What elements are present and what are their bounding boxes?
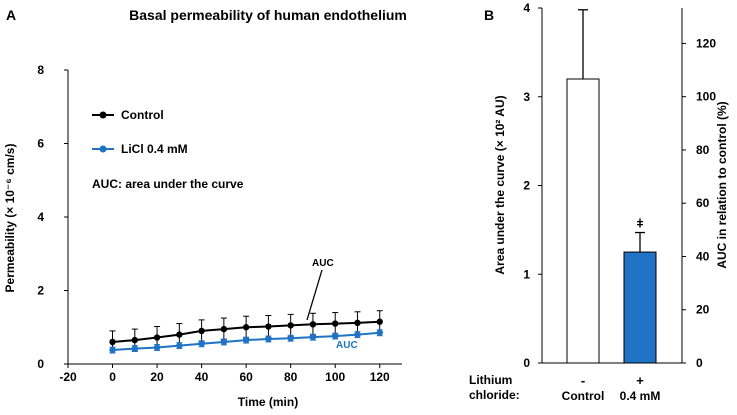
left-y-tick-label: 4 [523, 1, 530, 15]
right-y-tick-label: 80 [696, 143, 710, 157]
x-tick-label: 80 [284, 370, 298, 384]
licl-data-point [153, 344, 161, 351]
control-data-point [176, 331, 183, 338]
bar-licl [623, 251, 657, 364]
licl-data-point [265, 335, 272, 343]
licl-data-point [131, 345, 138, 352]
y-tick-label: 0 [37, 357, 44, 371]
right-y-tick-label: 40 [696, 249, 710, 263]
y-tick-label: 2 [37, 284, 44, 298]
licl-data-point [354, 331, 361, 338]
left-y-tick-label: 0 [523, 356, 530, 370]
legend-auc-note: AUC: area under the curve [92, 177, 244, 191]
chart-a-title: Basal permeability of human endothelium [129, 7, 407, 23]
chart-a-series [109, 310, 383, 354]
licl-data-point [309, 333, 317, 341]
right-y-tick-label: 120 [696, 36, 716, 50]
licl-data-point [198, 340, 205, 347]
category-label: Control [562, 389, 605, 403]
right-y-tick-label: 100 [696, 90, 716, 104]
chart-b-ylabel-right: AUC in relation to control (%) [715, 101, 729, 268]
control-data-point [354, 319, 361, 327]
chart-a-xlabel: Time (min) [238, 395, 298, 409]
x-tick-label: 20 [150, 370, 164, 384]
y-tick-label: 8 [37, 63, 44, 77]
legend-licl-label: LiCl 0.4 mM [121, 142, 188, 156]
control-data-point [309, 321, 317, 328]
right-y-tick-label: 20 [696, 303, 710, 317]
licl-data-point [242, 336, 250, 344]
legend-control-label: Control [121, 108, 164, 122]
control-data-point [109, 338, 116, 346]
category-sign: + [636, 373, 644, 388]
legend-control-marker [99, 111, 107, 119]
x-tick-label: 40 [195, 370, 209, 384]
chart-a-ticks: -20 0 20 40 60 80 100 120 0 2 4 6 8 [37, 63, 390, 384]
licl-data-point [220, 338, 228, 346]
licl-data-point [287, 335, 294, 342]
control-data-point [153, 334, 161, 341]
left-y-tick-label: 1 [523, 267, 530, 281]
licl-data-point [376, 329, 383, 336]
row-label-line1: Lithium [469, 373, 512, 387]
y-tick-label: 6 [37, 137, 44, 151]
bar-control [566, 78, 600, 364]
left-y-tick-label: 3 [523, 90, 530, 104]
y-tick-label: 4 [37, 210, 44, 224]
control-data-point [287, 322, 294, 329]
auc-control-annotation: AUC [312, 258, 334, 269]
auc-licl-annotation: AUC [336, 340, 358, 351]
licl-data-point [332, 332, 339, 340]
x-tick-label: 100 [325, 370, 345, 384]
x-tick-label: 0 [109, 370, 116, 384]
auc-control-pointer [306, 269, 323, 321]
control-data-point [332, 320, 339, 327]
left-y-tick-label: 2 [523, 179, 530, 193]
control-data-point [220, 325, 228, 333]
control-data-point [376, 318, 383, 325]
x-tick-label: 60 [239, 370, 253, 384]
legend-licl-marker [99, 145, 107, 153]
licl-data-point [109, 346, 116, 354]
chart-b-ylabel-left: Area under the curve (× 10² AU) [493, 95, 507, 274]
panel-label-b: B [484, 7, 494, 23]
category-sign: - [581, 373, 585, 388]
control-data-point [131, 336, 138, 344]
control-data-point [198, 327, 205, 335]
control-data-point [265, 323, 272, 330]
panel-label-a: A [6, 7, 16, 23]
chart-a-ylabel: Permeability (× 10⁻⁶ cm/s) [3, 144, 17, 293]
control-data-point [242, 324, 250, 331]
x-tick-label: -20 [59, 370, 77, 384]
significance-marker: ǂ [636, 217, 643, 231]
right-y-tick-label: 0 [696, 356, 703, 370]
right-y-tick-label: 60 [696, 196, 710, 210]
licl-data-point [176, 342, 183, 349]
chart-b-bars: -Control ǂ +0.4 mM [562, 9, 661, 403]
chart-a-legend: Control LiCl 0.4 mM AUC: area under the … [92, 108, 244, 191]
x-tick-label: 120 [370, 370, 390, 384]
row-label-line2: chloride: [469, 388, 520, 402]
category-label: 0.4 mM [620, 389, 661, 403]
